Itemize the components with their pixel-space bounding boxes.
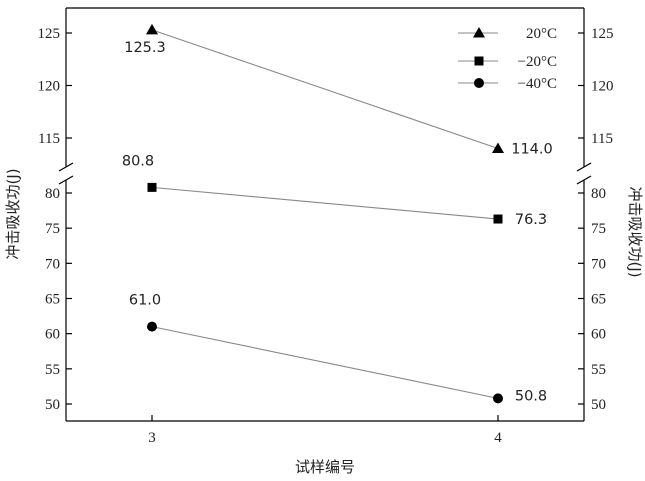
y-tick-label-right: 125	[591, 26, 614, 42]
legend-item: 20°C	[458, 26, 557, 42]
data-label: 76.3	[515, 212, 547, 228]
legend: 20°C −20°C −40°C	[458, 26, 557, 92]
legend-marker	[474, 78, 484, 88]
y-tick-label-left: 75	[45, 221, 60, 237]
y-tick-label-right: 60	[591, 327, 606, 343]
y-tick-label-left: 60	[45, 327, 60, 343]
legend-label: −20°C	[518, 54, 557, 70]
legend-label: 20°C	[526, 26, 557, 42]
data-point	[492, 142, 504, 153]
y-tick-label-left: 65	[45, 292, 60, 308]
y-tick-label-right: 75	[591, 221, 606, 237]
x-tick-label: 3	[148, 430, 156, 446]
series-2: 80.8 76.3	[122, 153, 547, 228]
series-line	[151, 29, 499, 150]
series-1: 125.3 114.0	[124, 23, 553, 158]
y-tick-label-left: 50	[45, 397, 60, 413]
data-label: 61.0	[129, 293, 161, 309]
axis-break-mark-right	[576, 175, 592, 185]
data-point	[493, 214, 503, 224]
legend-item: −40°C	[458, 76, 557, 92]
y-tick-label-right: 120	[591, 79, 614, 95]
series-3: 61.0 50.8	[129, 293, 547, 405]
y-tick-label-right: 65	[591, 292, 606, 308]
data-label: 114.0	[511, 142, 553, 158]
data-label: 50.8	[515, 388, 547, 404]
axes: 50 50 55 55 60 60 65 65 70 70 75 75 80 80 115 115 120 120…	[38, 7, 614, 446]
y-tick-label-left: 55	[45, 362, 60, 378]
legend-item: −20°C	[458, 54, 557, 70]
y-axis-label-right: 冲击吸收功(J)	[626, 186, 644, 277]
y-tick-label-left: 115	[38, 131, 60, 147]
data-point	[147, 321, 157, 332]
series-layer: 125.3 114.0 80.8 76.3 61.0 50.8	[122, 23, 553, 405]
x-axis-label: 试样编号	[295, 458, 355, 476]
y-tick-label-left: 120	[38, 79, 61, 95]
data-label: 125.3	[124, 40, 166, 56]
y-tick-label-right: 70	[591, 256, 606, 272]
data-point	[493, 393, 503, 404]
legend-marker	[474, 56, 484, 66]
legend-label: −40°C	[518, 76, 557, 92]
y-tick-label-left: 80	[45, 186, 60, 202]
series-line	[151, 326, 499, 399]
x-tick-label: 4	[494, 430, 502, 446]
data-point	[146, 23, 158, 35]
y-tick-label-right: 55	[591, 362, 606, 378]
data-point	[147, 182, 157, 192]
y-tick-label-left: 125	[38, 26, 61, 42]
series-line	[151, 186, 499, 220]
y-tick-label-right: 115	[591, 131, 613, 147]
y-axis-label-left: 冲击吸收功(J)	[4, 168, 22, 259]
axis-break-mark-left	[58, 175, 74, 185]
axis-break-mark-left	[58, 162, 74, 172]
y-tick-label-right: 50	[591, 397, 606, 413]
data-label: 80.8	[122, 153, 154, 169]
legend-marker	[473, 27, 485, 38]
y-tick-label-left: 70	[45, 256, 60, 272]
y-tick-label-right: 80	[591, 186, 606, 202]
axis-break-mark-right	[576, 162, 592, 172]
